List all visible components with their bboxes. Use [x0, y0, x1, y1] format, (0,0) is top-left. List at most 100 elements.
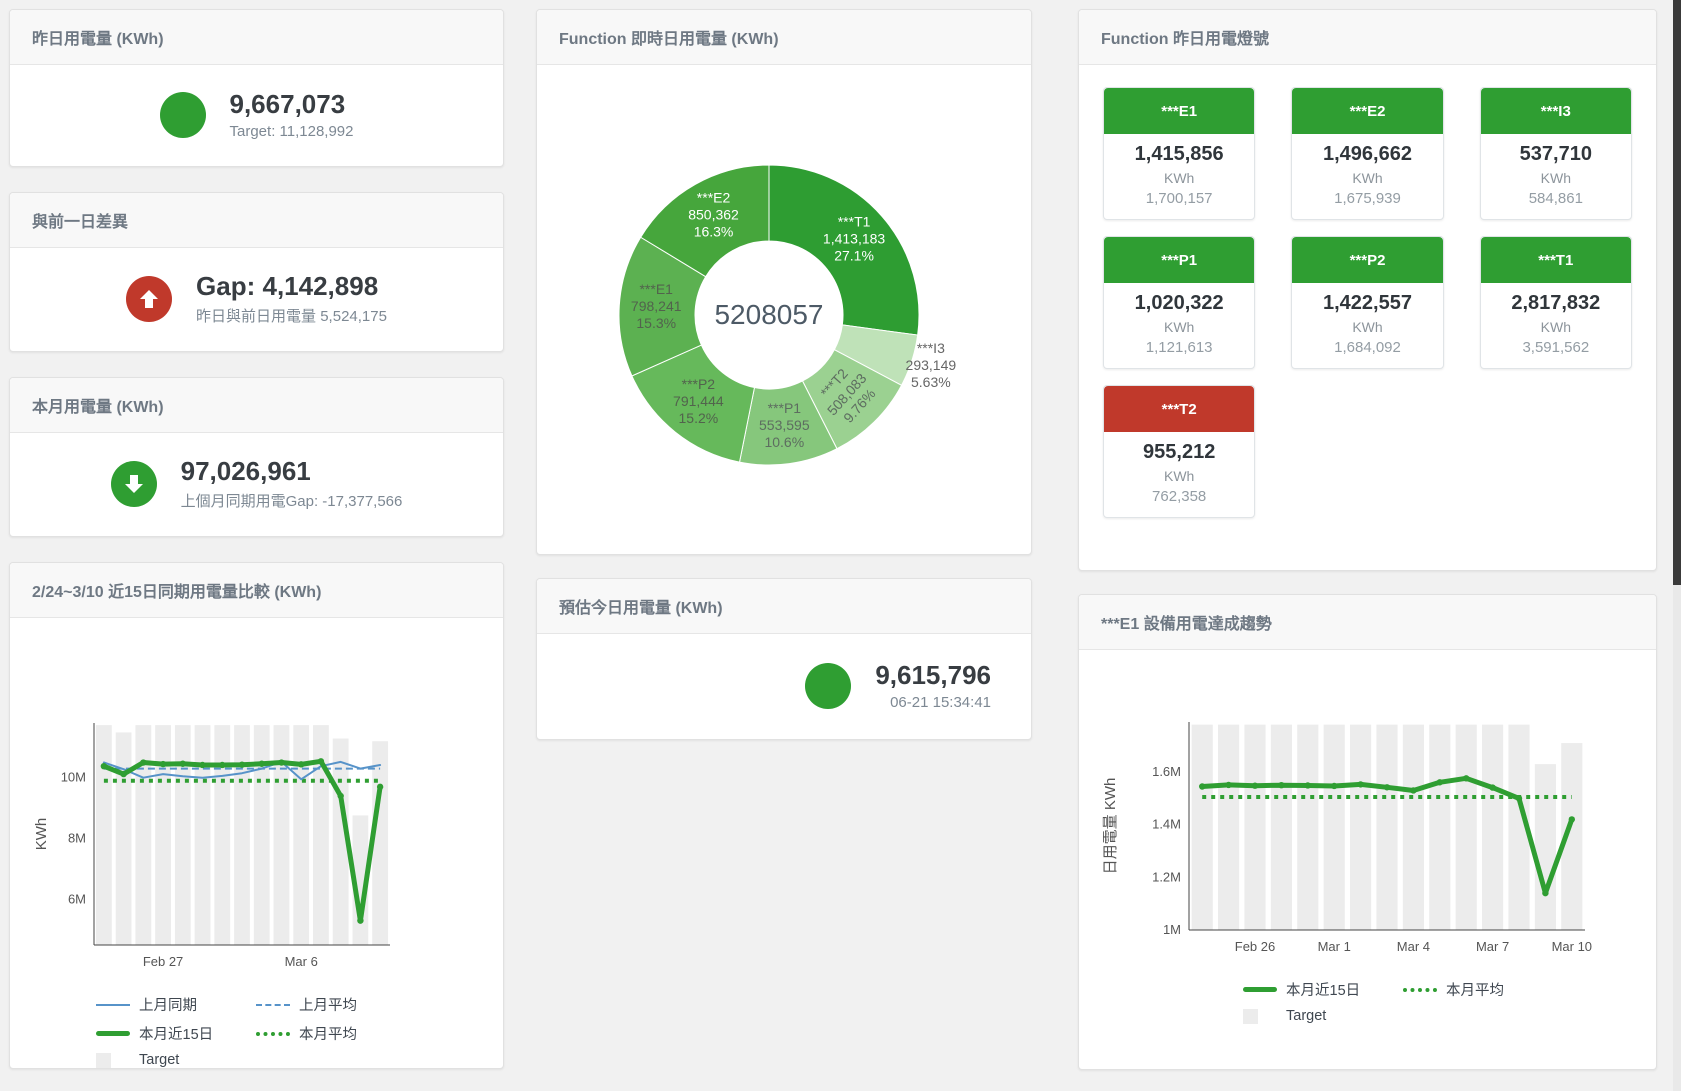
device-usage-value: 1,415,856: [1134, 143, 1224, 165]
device-label: ***I3: [1540, 102, 1571, 120]
card-title: Function 昨日用電燈號: [1079, 10, 1656, 65]
device-tile: ***P2 1,422,557 KWh 1,684,092: [1291, 236, 1444, 369]
device-tile-status-header: ***T1: [1480, 237, 1631, 283]
square-gray-swatch-icon: [96, 1052, 111, 1068]
realtime-usage-donut: ***T1 1,413,183 27.1% ***I3 293,149 5.63% ***T…: [537, 65, 1031, 548]
legend-label: 本月平均: [1446, 983, 1504, 999]
trend-chart-legend: 本月近15日 本月平均 Target: [1243, 979, 1656, 1024]
svg-text:8M: 8M: [68, 831, 86, 846]
device-unit: KWh: [1163, 170, 1195, 186]
svg-text:日用電量 KWh: 日用電量 KWh: [1102, 778, 1119, 875]
device-usage-value: 955,212: [1143, 441, 1216, 463]
device-usage-value: 1,496,662: [1323, 143, 1412, 165]
device-target-value: 1,684,092: [1334, 339, 1401, 356]
legend-item[interactable]: 本月平均: [1403, 979, 1573, 1000]
legend-label: 本月平均: [299, 1027, 357, 1043]
gap-value: Gap: 4,142,898: [196, 271, 379, 302]
scrollbar-thumb[interactable]: [1673, 0, 1681, 585]
svg-text:Mar 1: Mar 1: [1318, 939, 1351, 954]
device-unit: KWh: [1163, 319, 1195, 335]
device-target-value: 3,591,562: [1522, 339, 1590, 356]
legend-label: Target: [1286, 1008, 1327, 1024]
card-title: ***E1 設備用電達成趨勢: [1079, 595, 1656, 650]
yesterday-usage-value: 9,667,073: [229, 89, 346, 120]
device-unit: KWh: [1352, 319, 1383, 335]
device-unit: KWh: [1352, 170, 1383, 186]
legend-item[interactable]: 上月同期: [96, 994, 256, 1015]
svg-text:1.4M: 1.4M: [1152, 817, 1181, 832]
status-circle: [805, 663, 852, 709]
device-unit: KWh: [1540, 170, 1571, 186]
legend-label: 本月近15日: [139, 1027, 214, 1043]
device-usage-value: 1,020,322: [1134, 292, 1224, 314]
device-label: ***T2: [1161, 400, 1197, 418]
svg-text:5208057: 5208057: [714, 299, 823, 330]
card-title: 昨日用電量 (KWh): [10, 10, 503, 65]
device-label: ***E2: [1349, 102, 1386, 120]
legend-item[interactable]: Target: [1243, 1008, 1403, 1024]
legend-label: 上月同期: [139, 998, 197, 1014]
legend-item[interactable]: 本月平均: [256, 1023, 426, 1044]
device-tile: ***E2 1,496,662 KWh 1,675,939: [1291, 87, 1444, 220]
legend-item[interactable]: 本月近15日: [96, 1023, 256, 1044]
device-unit: KWh: [1540, 319, 1571, 335]
device-tile: ***I3 537,710 KWh 584,861: [1479, 87, 1632, 220]
legend-label: 本月近15日: [1286, 983, 1361, 999]
legend-label: 上月平均: [299, 998, 357, 1014]
svg-text:6M: 6M: [68, 891, 86, 906]
svg-text:10M: 10M: [61, 770, 86, 785]
device-label: ***P1: [1161, 251, 1198, 269]
device-tile-status-header: ***I3: [1480, 88, 1631, 134]
legend-label: Target: [139, 1052, 180, 1068]
gap-sub: 昨日與前日用電量 5,524,175: [196, 307, 387, 325]
device-unit: KWh: [1163, 468, 1195, 484]
device-tile-status-header: ***T2: [1104, 386, 1255, 432]
month-usage-value: 97,026,961: [180, 456, 311, 487]
card-title: Function 即時日用電量 (KWh): [537, 10, 1031, 65]
arrow-down-icon: [124, 475, 143, 493]
line-blue-swatch-icon: [96, 1003, 130, 1006]
card-e1-trend: ***E1 設備用電達成趨勢 1M 1.2M 1.4M 1.6M Feb 26 Mar 1…: [1078, 594, 1657, 1070]
device-usage-value: 537,710: [1519, 143, 1592, 165]
svg-text:Mar 10: Mar 10: [1552, 939, 1592, 954]
device-label: ***T1: [1538, 251, 1574, 269]
compare-chart-legend: 上月同期 上月平均本月近15日 本月平均 Target: [96, 994, 503, 1068]
thick-green-swatch-icon: [1243, 987, 1277, 992]
status-circle: [126, 276, 173, 322]
svg-text:Feb 26: Feb 26: [1235, 939, 1275, 954]
device-tile-status-header: ***E1: [1104, 88, 1255, 134]
device-target-value: 584,861: [1528, 190, 1583, 207]
legend-item[interactable]: Target: [96, 1052, 256, 1068]
card-yesterday-usage: 昨日用電量 (KWh) 9,667,073 Target: 11,128,992: [9, 9, 504, 167]
vertical-scrollbar: [1673, 0, 1681, 1091]
device-tile: ***T2 955,212 KWh 762,358: [1103, 385, 1256, 518]
device-label: ***P2: [1349, 251, 1386, 269]
device-tile: ***T1 2,817,832 KWh 3,591,562: [1479, 236, 1632, 369]
device-target-value: 1,675,939: [1334, 190, 1401, 207]
month-usage-gap: 上個月同期用電Gap: -17,377,566: [180, 492, 403, 510]
arrow-up-icon: [140, 290, 159, 308]
svg-text:Mar 7: Mar 7: [1476, 939, 1509, 954]
square-gray-swatch-icon: [1243, 1008, 1258, 1024]
device-tile-status-header: ***P2: [1292, 237, 1443, 283]
status-circle: [110, 461, 157, 507]
legend-item[interactable]: 本月近15日: [1243, 979, 1403, 1000]
card-title: 與前一日差異: [10, 193, 503, 248]
device-usage-value: 2,817,832: [1511, 292, 1601, 314]
device-target-value: 762,358: [1152, 488, 1207, 505]
svg-text:1M: 1M: [1163, 922, 1181, 937]
legend-item[interactable]: 上月平均: [256, 994, 426, 1015]
card-status-lights: Function 昨日用電燈號 ***E1 1,415,856 KWh 1,70…: [1078, 9, 1657, 571]
device-tile-status-header: ***P1: [1104, 237, 1255, 283]
yesterday-usage-target: Target: 11,128,992: [229, 122, 354, 140]
card-gap-previous-day: 與前一日差異 Gap: 4,142,898 昨日與前日用電量 5,524,175: [9, 192, 504, 352]
card-month-usage: 本月用電量 (KWh) 97,026,961 上個月同期用電Gap: -17,3…: [9, 377, 504, 537]
device-tile: ***E1 1,415,856 KWh 1,700,157: [1103, 87, 1256, 220]
svg-text:Feb 27: Feb 27: [143, 954, 183, 969]
device-tile-status-header: ***E2: [1292, 88, 1443, 134]
estimate-value: 9,615,796: [875, 660, 991, 691]
